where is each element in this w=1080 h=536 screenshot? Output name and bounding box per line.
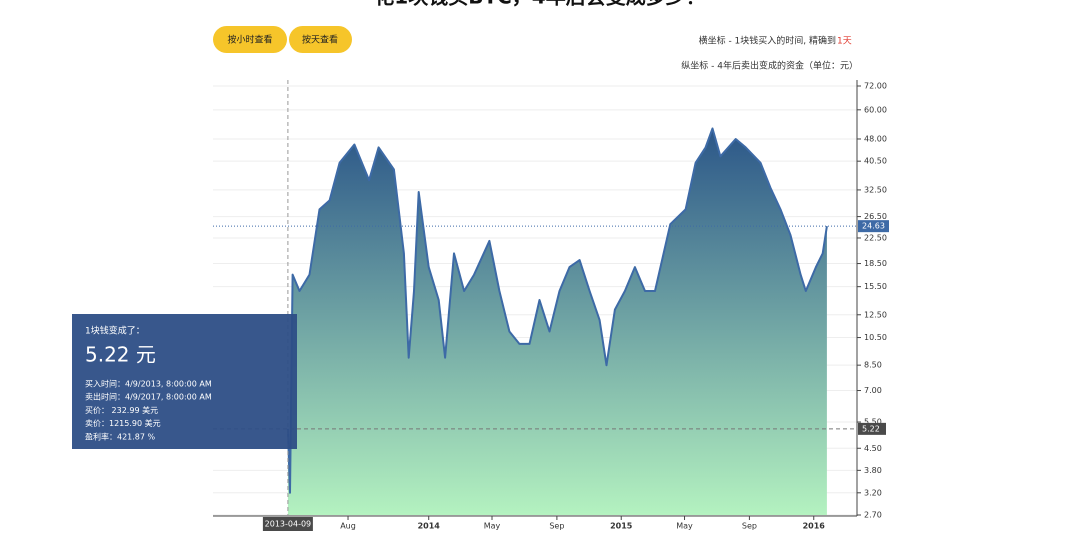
tooltip-heading: 1块钱变成了： — [85, 325, 145, 337]
y-tick-label: 7.00 — [864, 386, 882, 395]
y-tick-label: 32.50 — [864, 185, 887, 194]
tooltip-line: 盈利率：421.87 % — [85, 431, 156, 441]
x-tick-label: Sep — [549, 522, 564, 531]
line — [286, 127, 828, 494]
button-label[interactable]: 按天查看 — [302, 34, 338, 46]
tooltip-amount: 5.22 元 — [85, 343, 156, 367]
y-axis-note: 纵坐标 - 4年后卖出变成的资金（单位：元） — [681, 60, 858, 72]
button-label[interactable]: 按小时查看 — [227, 34, 272, 46]
y-tick-label: 5.50 — [864, 418, 882, 427]
area — [287, 128, 827, 515]
chart-title: 花1块钱买BTC，4年后会变成多少？ — [374, 0, 705, 9]
y-tick-label: 40.50 — [864, 157, 887, 166]
y-tick-label: 15.50 — [864, 282, 887, 291]
x-axis-note: 横坐标 - 1块钱买入的时间, 精确到 — [699, 35, 836, 47]
tooltip-box — [72, 314, 297, 449]
y-tick-label: 18.50 — [864, 259, 887, 268]
tooltip-line: 卖价：1215.90 美元 — [85, 418, 161, 428]
tooltip-line: 买价： 232.99 美元 — [85, 405, 158, 415]
y-tick-label: 26.50 — [864, 212, 887, 221]
y-tick-label: 8.50 — [864, 361, 882, 370]
y-tick-label: 3.20 — [864, 488, 882, 497]
y-tick-label: 22.50 — [864, 233, 887, 242]
crosshair-y-marker — [858, 422, 886, 435]
y-tick-label: 4.50 — [864, 444, 882, 453]
button[interactable] — [289, 26, 352, 53]
y-tick-label: 48.00 — [864, 134, 887, 143]
x-tick-label: May — [484, 522, 501, 531]
crosshair-y-label: 5.22 — [862, 424, 880, 433]
x-tick-label: 2014 — [418, 522, 441, 531]
y-tick-label: 10.50 — [864, 333, 887, 342]
crosshair-x-label: 2013-04-09 — [265, 520, 312, 529]
y-tick-label: 72.00 — [864, 82, 887, 91]
button[interactable] — [213, 26, 287, 53]
y-tick-label: 60.00 — [864, 105, 887, 114]
tooltip-line: 卖出时间：4/9/2017, 8:00:00 AM — [85, 392, 212, 402]
y-tick-label: 3.80 — [864, 466, 882, 475]
x-tick-label: 2016 — [803, 522, 826, 531]
x-tick-label: 2015 — [610, 522, 633, 531]
crosshair-x-marker — [262, 517, 313, 531]
x-tick-label: Aug — [340, 522, 356, 531]
x-axis-note-highlight: 1天 — [837, 37, 852, 47]
x-tick-label: May — [676, 522, 693, 531]
tooltip-line: 买入时间：4/9/2013, 8:00:00 AM — [85, 379, 212, 389]
last-value-marker — [858, 220, 889, 233]
last-value-label: 24.63 — [862, 222, 885, 231]
y-tick-label: 12.50 — [864, 310, 887, 319]
x-tick-label: Sep — [742, 522, 757, 531]
y-tick-label: 2.70 — [864, 511, 882, 520]
